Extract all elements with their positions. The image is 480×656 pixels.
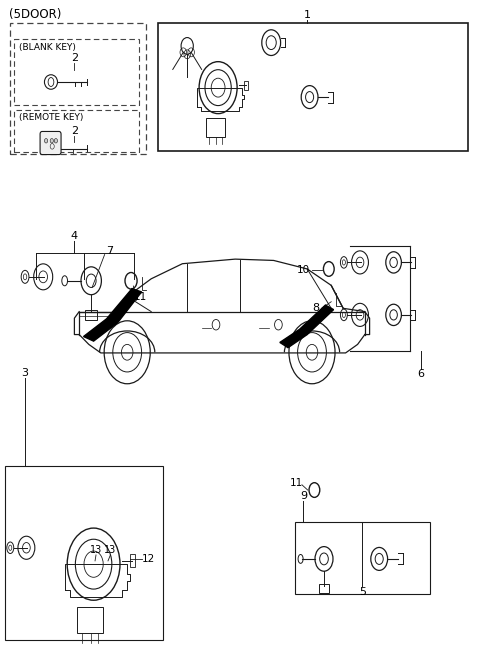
Circle shape bbox=[45, 138, 48, 143]
Bar bbox=[14, 39, 139, 105]
Bar bbox=[319, 584, 329, 593]
Circle shape bbox=[54, 138, 58, 143]
Text: (BLANK KEY): (BLANK KEY) bbox=[19, 43, 76, 52]
Text: 10: 10 bbox=[297, 265, 311, 276]
Polygon shape bbox=[84, 289, 142, 341]
Text: 2: 2 bbox=[71, 126, 78, 136]
Bar bbox=[85, 310, 97, 320]
Text: 4: 4 bbox=[71, 231, 78, 241]
Bar bbox=[5, 466, 163, 640]
Text: 9: 9 bbox=[300, 491, 307, 501]
Text: (REMOTE KEY): (REMOTE KEY) bbox=[19, 113, 84, 122]
Text: 1: 1 bbox=[304, 10, 311, 20]
Bar bbox=[77, 607, 103, 633]
Bar bbox=[206, 118, 225, 137]
Text: 7: 7 bbox=[106, 245, 113, 256]
Bar bbox=[295, 522, 430, 594]
FancyBboxPatch shape bbox=[40, 131, 61, 155]
Bar bbox=[244, 81, 248, 90]
Text: 13: 13 bbox=[104, 544, 117, 555]
Circle shape bbox=[50, 138, 53, 143]
Bar bbox=[10, 23, 146, 154]
Text: 3: 3 bbox=[22, 367, 28, 378]
Bar bbox=[14, 110, 139, 152]
Text: 11: 11 bbox=[289, 478, 303, 489]
Bar bbox=[158, 23, 468, 151]
Text: 12: 12 bbox=[142, 554, 156, 564]
Text: (5DOOR): (5DOOR) bbox=[9, 8, 61, 21]
Polygon shape bbox=[280, 305, 334, 348]
Text: 8: 8 bbox=[312, 303, 319, 314]
Text: 13: 13 bbox=[90, 544, 102, 555]
Text: 5: 5 bbox=[359, 586, 366, 597]
Text: 11: 11 bbox=[133, 291, 147, 302]
Bar bbox=[130, 554, 135, 567]
Text: 2: 2 bbox=[71, 52, 78, 63]
Text: 6: 6 bbox=[418, 369, 424, 379]
